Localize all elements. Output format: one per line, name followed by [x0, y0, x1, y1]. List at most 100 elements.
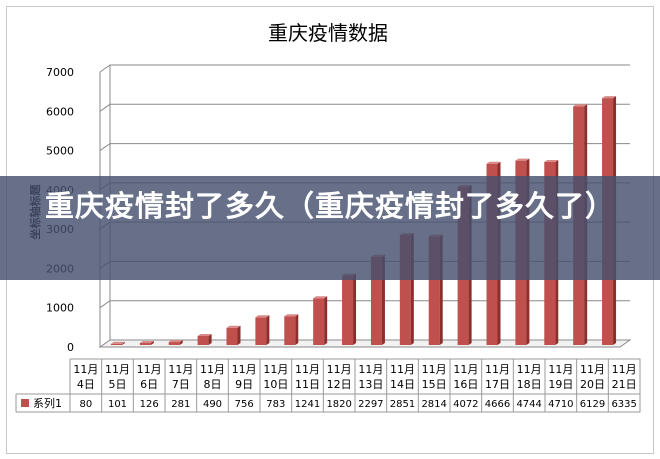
bar-side — [237, 325, 241, 345]
gridline — [99, 300, 630, 309]
x-tick-label: 11日 — [295, 378, 320, 391]
x-tick-label: 11月 — [232, 363, 257, 376]
data-label: 6335 — [611, 399, 636, 410]
x-tick-label: 16日 — [453, 378, 478, 391]
x-tick-label: 21日 — [612, 378, 637, 391]
x-tick-label: 11月 — [390, 363, 415, 376]
x-tick-label: 9日 — [235, 378, 253, 391]
bar-side — [121, 341, 125, 345]
bar-side — [324, 296, 328, 345]
bar-front — [139, 343, 151, 345]
bar-side — [150, 341, 154, 345]
x-tick-label: 11月 — [358, 363, 383, 376]
bar-top — [602, 96, 617, 99]
bar-front — [342, 275, 354, 345]
bar-top — [226, 325, 241, 328]
data-label: 2297 — [358, 399, 383, 410]
bar-top — [313, 296, 328, 299]
bar-top — [139, 341, 154, 344]
bar — [197, 333, 212, 345]
data-label: 4744 — [516, 399, 541, 410]
bar — [168, 340, 183, 345]
x-tick-label: 18日 — [517, 378, 542, 391]
gridline — [99, 143, 630, 151]
data-label: 101 — [108, 399, 127, 410]
data-label: 490 — [203, 399, 222, 410]
headline-text: 重庆疫情封了多久（重庆疫情封了多久了） — [44, 189, 615, 223]
bar — [255, 315, 270, 345]
bar-side — [266, 315, 270, 345]
x-tick-label: 11月 — [327, 363, 352, 376]
x-tick-label: 19日 — [548, 378, 573, 391]
bar-front — [197, 335, 209, 345]
x-tick-label: 11月 — [612, 363, 637, 376]
legend-swatch — [21, 399, 29, 407]
bar-top — [284, 314, 299, 317]
data-label: 1820 — [326, 399, 351, 410]
bar-top — [544, 159, 559, 162]
bar-side — [353, 273, 357, 345]
headline-banner — [0, 176, 660, 280]
bar-top — [197, 333, 212, 336]
bar-top — [110, 341, 125, 344]
x-tick-label: 6日 — [140, 378, 158, 391]
bar-front — [284, 316, 296, 345]
data-label: 2814 — [421, 399, 446, 410]
x-tick-label: 11月 — [168, 363, 193, 376]
bar-front — [226, 327, 238, 345]
bar — [342, 273, 357, 345]
data-label: 4072 — [453, 399, 478, 410]
bar-top — [486, 161, 501, 164]
bar — [139, 341, 154, 345]
bar-top — [168, 340, 183, 343]
x-tick-label: 7日 — [172, 378, 190, 391]
bar-front — [428, 236, 440, 345]
data-label: 756 — [235, 399, 254, 410]
data-label: 281 — [171, 399, 190, 410]
bar-front — [399, 234, 411, 345]
bar-front — [168, 342, 180, 345]
y-tick-label: 5000 — [46, 145, 74, 158]
x-tick-label: 11月 — [263, 363, 288, 376]
x-tick-label: 11月 — [548, 363, 573, 376]
x-tick-label: 11月 — [580, 363, 605, 376]
x-tick-label: 4日 — [77, 378, 95, 391]
x-tick-label: 10日 — [263, 378, 288, 391]
bar-front — [313, 298, 325, 345]
x-tick-label: 11月 — [137, 363, 162, 376]
gridline — [99, 64, 630, 73]
bar — [313, 296, 328, 345]
x-tick-label: 11月 — [105, 363, 130, 376]
bar — [110, 341, 125, 345]
x-tick-label: 20日 — [580, 378, 605, 391]
data-label: 6129 — [580, 399, 605, 410]
chart-title: 重庆疫情数据 — [268, 21, 388, 45]
x-tick-label: 11月 — [295, 363, 320, 376]
data-label: 4666 — [485, 399, 510, 410]
bar-side — [295, 314, 299, 345]
data-label: 80 — [79, 399, 92, 410]
bar-side — [208, 333, 212, 345]
bar-top — [515, 158, 530, 161]
x-tick-label: 11月 — [517, 363, 542, 376]
bar-front — [370, 256, 382, 345]
x-tick-label: 17日 — [485, 378, 510, 391]
x-tick-label: 5日 — [109, 378, 127, 391]
bar-front — [255, 317, 267, 345]
bar-front — [110, 343, 122, 345]
x-tick-label: 11月 — [453, 363, 478, 376]
x-tick-label: 11月 — [73, 363, 98, 376]
y-tick-label: 6000 — [46, 105, 74, 118]
x-tick-label: 15日 — [422, 378, 447, 391]
data-label: 126 — [140, 399, 159, 410]
legend-label: 系列1 — [33, 396, 62, 410]
x-tick-label: 12日 — [327, 378, 352, 391]
data-label: 783 — [266, 399, 285, 410]
data-label: 4710 — [548, 399, 573, 410]
x-tick-label: 13日 — [358, 378, 383, 391]
x-tick-label: 8日 — [204, 378, 222, 391]
x-tick-label: 11月 — [200, 363, 225, 376]
y-tick-label: 7000 — [46, 66, 74, 79]
data-label: 2851 — [390, 399, 415, 410]
x-tick-label: 14日 — [390, 378, 415, 391]
